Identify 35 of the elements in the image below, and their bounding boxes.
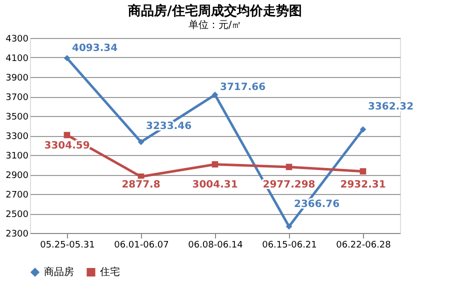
y-tick-label: 3500	[6, 112, 29, 122]
y-tick-label: 3900	[6, 74, 29, 84]
y-tick-label: 4100	[6, 54, 29, 64]
chart-subtitle: 单位：元/㎡	[188, 19, 242, 31]
y-tick-label: 3100	[6, 152, 29, 162]
chart-title: 商品房/住宅周成交均价走势图	[127, 3, 302, 19]
point	[212, 92, 218, 98]
y-tick-label: 2500	[6, 210, 29, 220]
data-label: 3004.31	[192, 179, 238, 190]
x-tick-label: 05.25-05.31	[40, 240, 95, 250]
data-label: 2932.31	[340, 179, 386, 190]
y-tick-label: 4300	[6, 34, 29, 44]
point	[360, 126, 366, 133]
x-tick-label: 06.22-06.28	[336, 240, 392, 250]
data-label: 3717.66	[220, 82, 266, 93]
y-tick-label: 2700	[6, 190, 29, 200]
point	[286, 164, 292, 170]
y-tick-label: 3700	[6, 93, 29, 103]
y-tick-label: 2300	[6, 230, 29, 240]
y-tick-label: 3300	[6, 132, 29, 142]
point	[286, 223, 292, 230]
point	[64, 132, 70, 138]
x-tick-label: 06.01-06.07	[114, 240, 169, 250]
data-label: 2877.8	[122, 179, 160, 190]
point	[138, 138, 144, 146]
point	[212, 161, 218, 168]
x-tick-label: 06.08-06.14	[188, 240, 244, 250]
y-tick-label: 2900	[6, 171, 29, 181]
x-tick-label: 06.15-06.21	[262, 240, 317, 250]
legend-label: 住宅	[100, 266, 120, 278]
point	[64, 54, 70, 62]
legend-label: 商品房	[44, 266, 74, 278]
data-label: 4093.34	[72, 42, 118, 54]
data-label: 3362.32	[368, 101, 414, 112]
point	[360, 168, 366, 175]
